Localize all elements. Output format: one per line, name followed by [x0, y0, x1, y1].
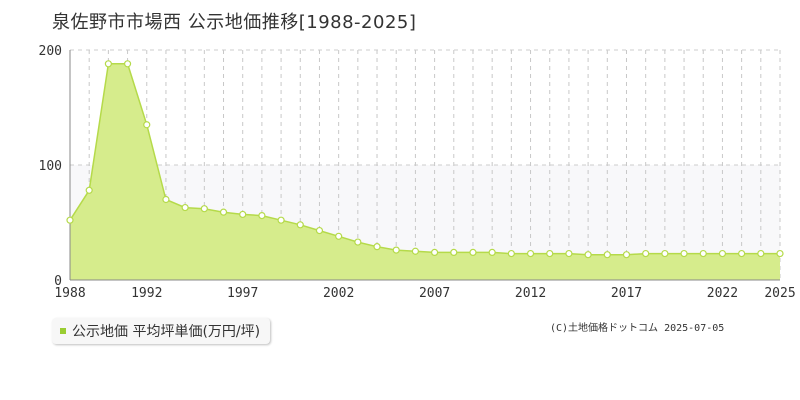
x-tick-label: 2025 — [764, 286, 795, 301]
x-tick-label: 2022 — [707, 286, 738, 301]
data-point — [162, 195, 170, 204]
data-point — [277, 216, 285, 224]
data-point — [776, 249, 784, 258]
data-point — [354, 238, 362, 246]
data-point — [603, 251, 611, 259]
data-point — [488, 248, 496, 256]
x-tick-label: 1992 — [131, 286, 162, 301]
x-tick-label: 2017 — [611, 286, 642, 301]
legend-swatch — [60, 328, 66, 334]
data-point — [642, 249, 650, 258]
y-tick-label: 100 — [39, 159, 62, 174]
x-tick-label: 2007 — [419, 286, 450, 301]
data-point — [85, 186, 93, 194]
data-point — [181, 203, 189, 212]
data-point — [584, 251, 592, 259]
data-point — [239, 210, 247, 219]
data-point — [526, 249, 535, 258]
axes — [69, 50, 780, 281]
data-point — [507, 249, 515, 258]
y-tick-label: 0 — [54, 274, 62, 289]
data-point — [335, 232, 343, 240]
data-point — [661, 249, 669, 258]
copyright-credit: (C)土地価格ドットコム 2025-07-05 — [550, 323, 725, 334]
data-point — [373, 243, 381, 251]
data-point — [296, 221, 304, 229]
data-point — [469, 248, 477, 256]
data-point — [66, 216, 74, 224]
data-point — [450, 248, 458, 256]
series-markers — [66, 60, 784, 259]
data-point — [738, 249, 746, 258]
tick-labels: 0 100 200 1988 1992 1997 2002 2007 2012 2017 2022 2… — [39, 44, 796, 301]
data-point — [757, 249, 765, 258]
data-point — [200, 205, 208, 213]
x-tick-label: 1997 — [227, 286, 258, 301]
data-point — [565, 249, 573, 258]
x-tick-label: 2002 — [323, 286, 354, 301]
data-point — [546, 249, 554, 258]
legend-label: 公示地価 平均坪単価(万円/坪) — [72, 324, 261, 340]
y-tick-label: 200 — [39, 44, 62, 59]
data-point — [430, 248, 439, 256]
data-point — [315, 226, 324, 235]
series-area-fill — [70, 63, 780, 280]
data-point — [123, 60, 132, 68]
data-point — [411, 247, 420, 255]
data-point — [392, 246, 400, 254]
data-point — [104, 60, 112, 68]
data-point — [699, 249, 707, 258]
data-point — [718, 249, 727, 258]
data-point — [219, 208, 228, 216]
legend: 公示地価 平均坪単価(万円/坪) — [52, 318, 271, 344]
x-tick-label: 1988 — [54, 286, 85, 301]
x-tick-label: 2012 — [515, 286, 546, 301]
data-point — [680, 249, 688, 258]
data-point — [258, 212, 266, 220]
data-point — [143, 121, 151, 129]
data-point — [622, 251, 631, 259]
chart-title: 泉佐野市市場西 公示地価推移[1988-2025] — [52, 12, 417, 33]
